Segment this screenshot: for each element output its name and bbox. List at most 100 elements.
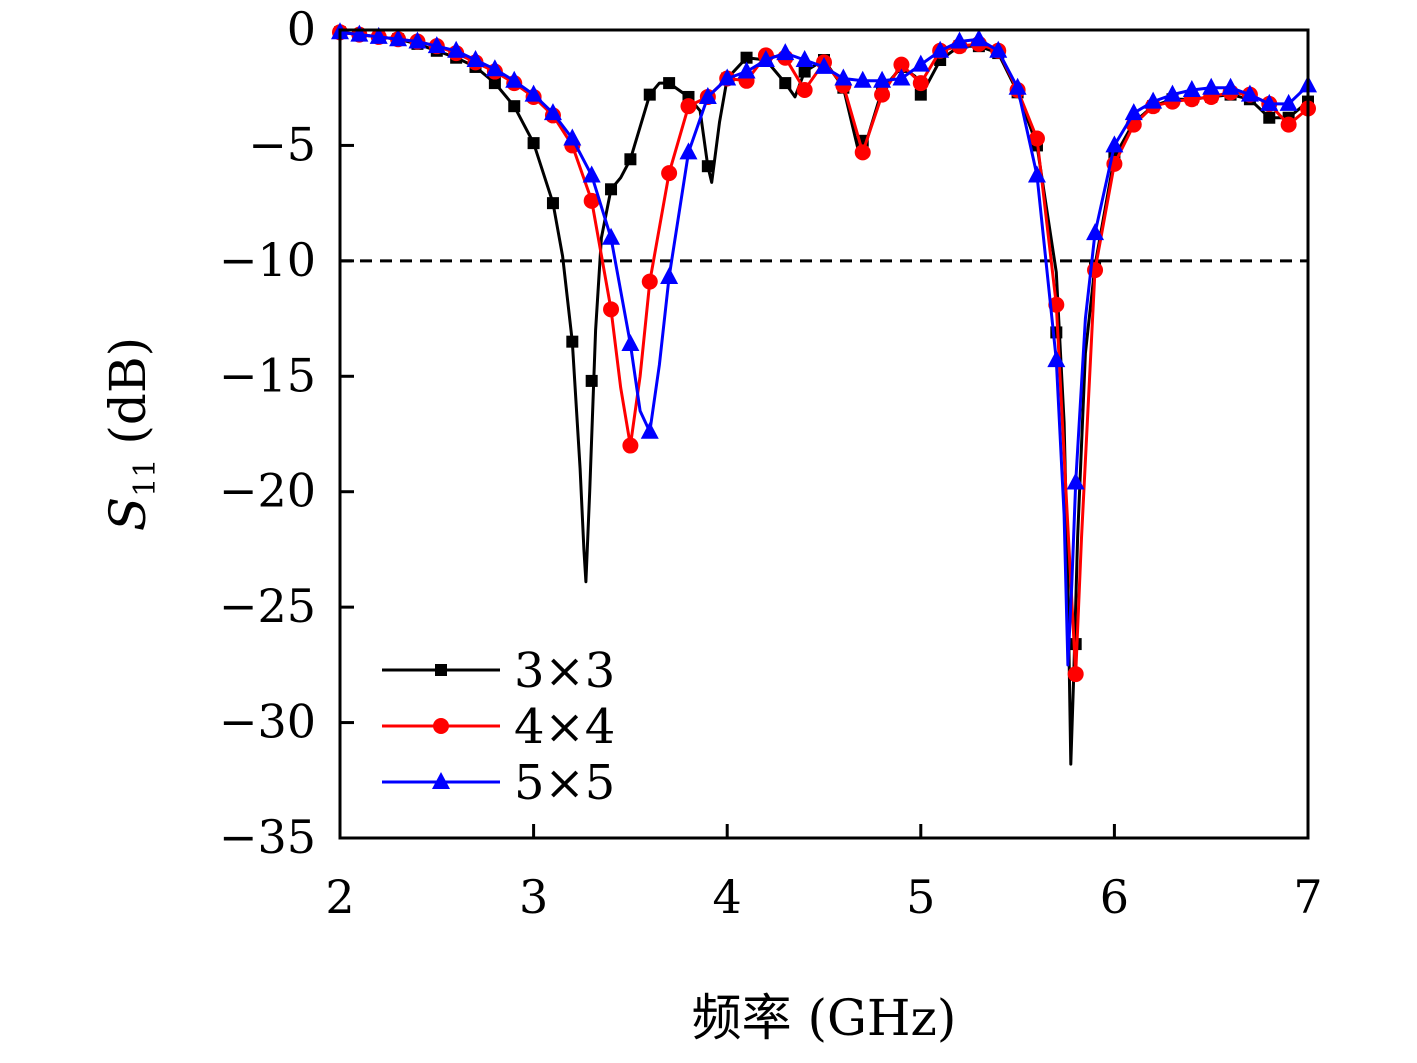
data-point	[873, 70, 892, 88]
data-point	[756, 50, 775, 68]
legend-marker	[433, 718, 449, 734]
y-tick-label: −15	[219, 348, 316, 402]
x-tick-label: 2	[325, 870, 354, 924]
data-point	[893, 56, 910, 73]
data-point	[1260, 93, 1279, 111]
data-point	[369, 26, 388, 44]
data-point	[1221, 77, 1240, 95]
legend-marker	[432, 772, 450, 789]
data-point	[1086, 223, 1105, 241]
data-point	[466, 50, 485, 68]
legend-label: 3×3	[514, 643, 615, 699]
data-point	[1124, 103, 1143, 121]
tick-layer: 2 3 4 5 6 7 0 −5 −10 −15 −20 −25 −30 −35	[219, 2, 1323, 924]
y-tick-label: −10	[219, 233, 316, 287]
data-point	[663, 77, 676, 90]
data-point	[524, 84, 543, 102]
y-axis-title: S11 (dB)	[99, 337, 163, 531]
data-point	[1144, 91, 1163, 109]
data-point	[661, 165, 678, 182]
data-point	[779, 77, 792, 90]
data-point	[680, 98, 697, 115]
data-point	[1163, 84, 1182, 102]
data-point	[796, 82, 813, 99]
data-point	[585, 374, 598, 387]
data-point	[563, 128, 582, 146]
data-point	[1182, 80, 1201, 98]
x-axis-title: 频率 (GHz)	[692, 989, 957, 1047]
data-point	[815, 56, 833, 74]
y-tick-label: −35	[219, 810, 316, 864]
data-point	[621, 333, 640, 351]
data-point	[834, 68, 853, 86]
data-point	[1066, 472, 1085, 490]
x-tick-label: 3	[519, 870, 548, 924]
plot-area-frame	[338, 28, 1310, 840]
data-point	[622, 437, 639, 454]
data-point	[737, 61, 756, 79]
y-tick-label: −30	[219, 695, 316, 749]
data-point	[1067, 666, 1084, 683]
series-1	[334, 26, 1314, 766]
data-point	[914, 88, 927, 101]
data-point	[566, 335, 579, 348]
y-axis-title-symbol: S	[99, 497, 157, 531]
series-line	[339, 30, 1310, 667]
data-point	[969, 29, 988, 47]
data-point	[350, 24, 369, 42]
data-point	[698, 86, 717, 104]
series-layer	[331, 22, 1317, 766]
data-point	[389, 29, 408, 47]
series-line	[339, 30, 1309, 766]
y-tick-label: 0	[287, 2, 316, 56]
data-point	[527, 137, 540, 150]
data-point	[1263, 111, 1276, 124]
data-point	[950, 31, 969, 49]
legend-item: 5×5	[382, 755, 615, 811]
data-point	[1240, 84, 1259, 102]
data-point	[1280, 116, 1297, 133]
data-point	[701, 160, 714, 173]
data-point	[583, 192, 600, 209]
x-tick-label: 6	[1100, 870, 1129, 924]
y-axis-title-unit: (dB)	[99, 337, 157, 445]
series-line	[339, 30, 1309, 676]
data-point	[854, 144, 871, 161]
data-point	[488, 77, 501, 90]
legend-label: 4×4	[514, 699, 615, 755]
data-point	[989, 40, 1008, 58]
x-tick-label: 5	[906, 870, 935, 924]
data-point	[740, 51, 753, 64]
data-point	[874, 86, 891, 103]
data-point	[485, 59, 504, 77]
data-point	[408, 31, 427, 49]
legend: 3×34×45×5	[382, 643, 615, 811]
data-point	[911, 54, 930, 72]
data-point	[1028, 130, 1045, 147]
data-point	[603, 301, 620, 318]
data-point	[546, 197, 559, 210]
data-point	[605, 183, 618, 196]
data-point	[508, 100, 521, 113]
y-tick-label: −5	[248, 117, 316, 171]
data-point	[1202, 77, 1221, 95]
series-3	[331, 22, 1317, 667]
data-point	[1027, 165, 1046, 183]
data-point	[660, 267, 679, 285]
x-tick-label: 4	[713, 870, 742, 924]
data-point	[892, 68, 911, 86]
data-point	[798, 65, 811, 78]
y-tick-label: −25	[219, 579, 316, 633]
data-point	[447, 40, 466, 58]
series-2	[332, 24, 1316, 683]
data-point	[853, 70, 872, 88]
data-point	[624, 153, 637, 166]
data-point	[1047, 350, 1066, 368]
data-point	[795, 50, 814, 68]
data-point	[718, 68, 737, 86]
data-point	[582, 165, 601, 183]
data-point	[427, 36, 446, 54]
data-point	[602, 227, 621, 245]
data-point	[641, 273, 658, 290]
